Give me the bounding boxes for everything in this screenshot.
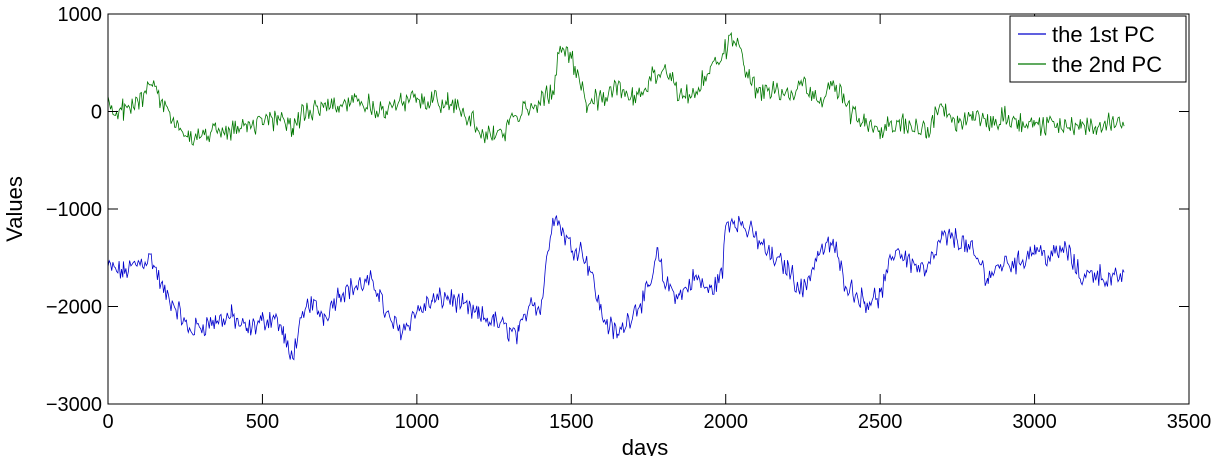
x-tick-label-1: 500	[246, 411, 279, 433]
y-tick-label-4: 1000	[58, 4, 103, 26]
ticks-layer: 0 500 1000 1500 2000 2500 3000 3500 −3000 −2000 −1…	[46, 4, 1211, 433]
x-axis-label: days	[622, 435, 668, 456]
y-tick-label-1: −2000	[46, 297, 102, 319]
legend-label-series-2: the 2nd PC	[1052, 52, 1162, 77]
x-tick-label-5: 2500	[858, 411, 903, 433]
y-tick-label-2: −1000	[46, 199, 102, 221]
series-layer	[107, 31, 1125, 361]
x-tick-label-2: 1000	[395, 411, 440, 433]
legend-box	[1009, 15, 1187, 83]
x-tick-label-6: 3000	[1012, 411, 1057, 433]
series-line-1	[107, 215, 1125, 361]
y-tick-label-3: 0	[91, 102, 102, 124]
x-tick-label-4: 2000	[703, 411, 748, 433]
x-tick-label-0: 0	[102, 411, 113, 433]
series-line-2	[107, 31, 1125, 146]
x-tick-label-3: 1500	[549, 411, 594, 433]
y-axis-label: Values	[2, 176, 27, 242]
legend: the 1st PC the 2nd PC	[1009, 15, 1187, 83]
legend-label-series-1: the 1st PC	[1052, 22, 1155, 47]
x-tick-label-7: 3500	[1167, 411, 1212, 433]
y-tick-label-0: −3000	[46, 394, 102, 416]
